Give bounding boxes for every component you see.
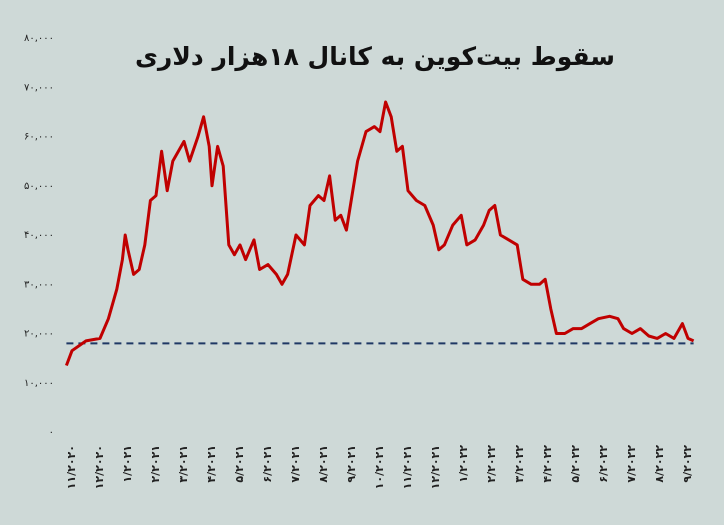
x-tick-label: ۱۱/۲۰۲۱ — [401, 445, 414, 489]
x-tick-label: ۵/۲۰۲۲ — [569, 445, 582, 483]
x-tick-label: ۴/۲۰۲۲ — [541, 445, 554, 483]
x-tick-label: ۱۰/۲۰۲۱ — [373, 445, 386, 489]
x-tick-label: ۶/۲۰۲۱ — [261, 445, 274, 483]
x-tick-label: ۶/۲۰۲۲ — [597, 445, 610, 483]
x-tick-label: ۱/۲۰۲۱ — [121, 445, 134, 483]
y-tick-label: ۸۰,۰۰۰ — [24, 33, 54, 44]
x-tick-label: ۱/۲۰۲۲ — [457, 445, 470, 483]
x-tick-label: ۸/۲۰۲۱ — [317, 445, 330, 483]
chart-title: سقوط بیت‌کوین به کانال ۱۸هزار دلاری — [135, 42, 615, 72]
y-tick-label: ۵۰,۰۰۰ — [24, 181, 54, 192]
x-tick-label: ۴/۲۰۲۱ — [205, 445, 218, 483]
y-tick-label: ۳۰,۰۰۰ — [24, 279, 54, 290]
x-tick-label: ۹/۲۰۲۲ — [681, 445, 694, 483]
y-tick-label: ۱۰,۰۰۰ — [24, 378, 54, 389]
x-tick-label: ۵/۲۰۲۱ — [233, 445, 246, 483]
x-tick-label: ۸/۲۰۲۲ — [653, 445, 666, 483]
x-tick-label: ۱۲/۲۰۲۰ — [93, 445, 106, 489]
x-tick-label: ۲/۲۰۲۲ — [485, 445, 498, 483]
x-tick-label: ۳/۲۰۲۱ — [177, 445, 190, 483]
y-tick-label: ۷۰,۰۰۰ — [24, 82, 54, 93]
x-tick-label: ۹/۲۰۲۱ — [345, 445, 358, 483]
x-tick-label: ۲/۲۰۲۱ — [149, 445, 162, 483]
x-tick-label: ۱۲/۲۰۲۱ — [429, 445, 442, 489]
y-tick-label: ۰ — [49, 427, 54, 438]
x-tick-label: ۳/۲۰۲۲ — [513, 445, 526, 483]
x-tick-label: ۷/۲۰۲۲ — [625, 445, 638, 483]
x-tick-label: ۷/۲۰۲۱ — [289, 445, 302, 483]
x-tick-label: ۱۱/۲۰۲۰ — [65, 445, 78, 489]
y-tick-label: ۴۰,۰۰۰ — [24, 230, 54, 241]
price-line — [64, 100, 695, 367]
y-tick-label: ۲۰,۰۰۰ — [24, 329, 54, 340]
y-tick-label: ۶۰,۰۰۰ — [24, 132, 54, 143]
